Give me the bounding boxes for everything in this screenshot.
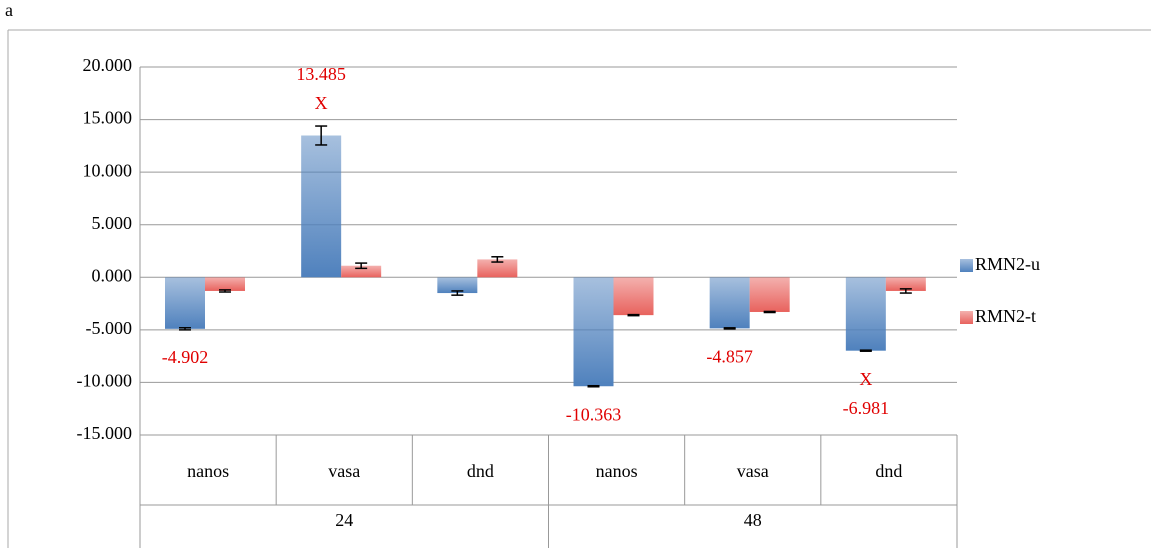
error-bar (859, 349, 872, 352)
data-label: 13.485 (296, 64, 346, 84)
x-group-label: 24 (335, 510, 353, 530)
bar (709, 277, 750, 329)
x-tick-label: dnd (875, 461, 902, 481)
error-bar (723, 327, 736, 330)
legend-label: RMN2-t (975, 306, 1036, 326)
y-tick-label: 0.000 (92, 265, 133, 285)
x-tick-label: nanos (596, 461, 638, 481)
bar (573, 277, 614, 387)
data-marker: X (859, 369, 872, 389)
y-tick-label: 10.000 (83, 160, 133, 180)
x-tick-label: dnd (467, 461, 494, 481)
panel-label: a (5, 0, 13, 20)
x-tick-label: vasa (328, 461, 360, 481)
data-label: -6.981 (843, 398, 890, 418)
legend-label: RMN2-u (975, 254, 1040, 274)
error-bar (355, 262, 368, 270)
data-label: -10.363 (566, 404, 622, 424)
error-bar (763, 310, 776, 314)
error-bar (587, 384, 600, 388)
bar (205, 277, 245, 291)
bar (341, 265, 382, 278)
bar (613, 277, 654, 316)
x-tick-label: nanos (187, 461, 229, 481)
data-label: -4.902 (162, 347, 209, 367)
y-tick-label: 5.000 (92, 213, 133, 233)
error-bar (491, 256, 504, 263)
bar (845, 277, 886, 351)
data-marker: X (315, 93, 328, 113)
x-tick-label: vasa (737, 461, 769, 481)
legend-swatch (960, 259, 973, 272)
bar (749, 277, 790, 312)
bar (477, 259, 518, 278)
legend-swatch (960, 311, 973, 324)
error-bar (179, 327, 191, 331)
error-bar (451, 290, 464, 296)
error-bar (899, 288, 912, 294)
y-tick-label: 15.000 (83, 108, 133, 128)
bar (301, 135, 342, 278)
y-tick-label: -10.000 (77, 371, 133, 391)
error-bar (219, 289, 231, 293)
y-tick-label: -5.000 (86, 318, 133, 338)
y-tick-label: 20.000 (83, 55, 133, 75)
error-bar (315, 125, 328, 146)
bar (437, 277, 478, 294)
y-tick-label: -15.000 (77, 423, 133, 443)
x-group-label: 48 (744, 510, 762, 530)
error-bar (627, 313, 640, 317)
data-label: -4.857 (706, 346, 753, 366)
bar (885, 277, 926, 291)
bar (165, 277, 205, 329)
